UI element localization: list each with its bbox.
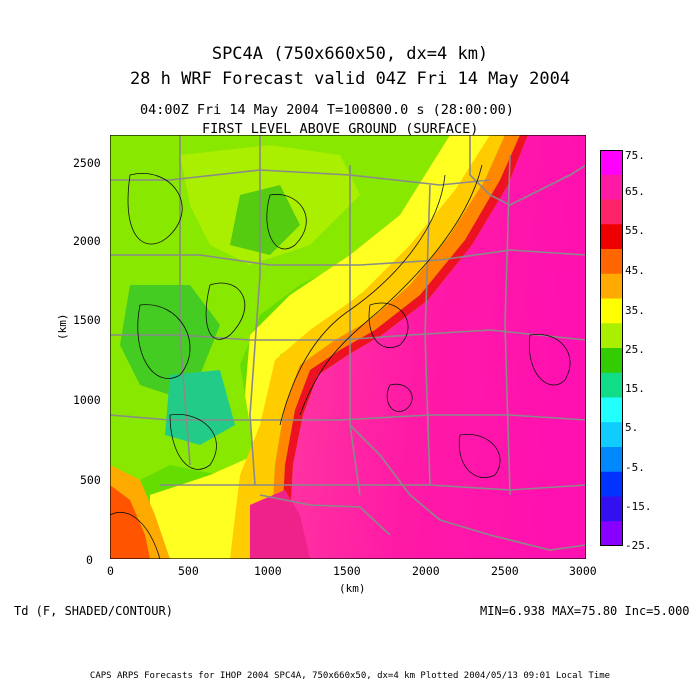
colorbar-swatch bbox=[600, 521, 623, 546]
field-stats: MIN=6.938 MAX=75.80 Inc=5.000 bbox=[480, 604, 690, 618]
colorbar-swatch bbox=[600, 496, 623, 522]
colorbar-swatch bbox=[600, 298, 623, 324]
valid-time-label: 04:00Z Fri 14 May 2004 T=100800.0 s (28:… bbox=[140, 102, 514, 118]
x-tick-label: 2500 bbox=[491, 564, 519, 578]
y-tick-label: 2000 bbox=[73, 234, 101, 248]
yellow-band bbox=[150, 135, 490, 559]
colorbar-label: -15. bbox=[625, 500, 652, 513]
colorbar-label: 75. bbox=[625, 149, 645, 162]
colorbar-label: 35. bbox=[625, 304, 645, 317]
x-tick-label: 1000 bbox=[254, 564, 282, 578]
colorbar-label: 55. bbox=[625, 224, 645, 237]
x-tick-label: 500 bbox=[178, 564, 199, 578]
gulf-region bbox=[250, 490, 310, 559]
colorbar-label: 65. bbox=[625, 185, 645, 198]
forecast-title: 28 h WRF Forecast valid 04Z Fri 14 May 2… bbox=[129, 69, 571, 89]
colorbar-label: 5. bbox=[625, 421, 639, 434]
x-tick-label: 1500 bbox=[333, 564, 361, 578]
y-axis-label: (km) bbox=[56, 313, 69, 341]
colorbar-swatch bbox=[600, 150, 623, 176]
teal-patch bbox=[165, 370, 235, 445]
x-tick-label: 3000 bbox=[569, 564, 597, 578]
y-tick-label: 0 bbox=[86, 553, 93, 567]
colorbar-border bbox=[600, 150, 623, 546]
political-boundaries bbox=[110, 135, 586, 551]
footer-credit: CAPS ARPS Forecasts for IHOP 2004 SPC4A,… bbox=[89, 671, 611, 681]
orange-band bbox=[230, 135, 505, 559]
green-patch bbox=[230, 185, 300, 255]
colorbar-swatch bbox=[600, 447, 623, 473]
variable-label: Td (F, SHADED/CONTOUR) bbox=[14, 604, 173, 618]
dark-orange-band bbox=[270, 135, 520, 559]
colorbar-label: 15. bbox=[625, 382, 645, 395]
colorbar-label: -5. bbox=[625, 461, 645, 474]
colorbar-swatch bbox=[600, 273, 623, 299]
colorbar-label: 25. bbox=[625, 343, 645, 356]
colorbar-swatch bbox=[600, 199, 623, 225]
colorbar-swatch bbox=[600, 422, 623, 448]
colorbar bbox=[600, 150, 623, 546]
colorbar-swatch bbox=[600, 372, 623, 398]
dewpoint-map bbox=[110, 135, 586, 559]
y-tick-label: 500 bbox=[80, 473, 101, 487]
colorbar-swatch bbox=[600, 174, 623, 200]
x-tick-label: 0 bbox=[107, 564, 114, 578]
level-label: FIRST LEVEL ABOVE GROUND (SURFACE) bbox=[202, 121, 479, 137]
colorbar-swatch bbox=[600, 224, 623, 250]
colorbar-swatch bbox=[600, 323, 623, 349]
colorbar-swatch bbox=[600, 471, 623, 497]
y-tick-label: 1500 bbox=[73, 313, 101, 327]
colorbar-label: -25. bbox=[625, 539, 652, 552]
green-patch-west bbox=[120, 285, 220, 395]
x-tick-label: 2000 bbox=[412, 564, 440, 578]
colorbar-swatch bbox=[600, 397, 623, 423]
southwest-hot-corner bbox=[110, 485, 150, 559]
contour-lines bbox=[110, 164, 571, 559]
colorbar-label: 45. bbox=[625, 264, 645, 277]
y-tick-label: 2500 bbox=[73, 156, 101, 170]
colorbar-swatch bbox=[600, 348, 623, 374]
y-tick-label: 1000 bbox=[73, 393, 101, 407]
frontal-boundary bbox=[280, 135, 528, 559]
colorbar-swatch bbox=[600, 249, 623, 275]
x-axis-label: (km) bbox=[339, 582, 366, 595]
moist-region bbox=[288, 135, 586, 559]
plot-title: SPC4A (750x660x50, dx=4 km) bbox=[211, 44, 489, 64]
